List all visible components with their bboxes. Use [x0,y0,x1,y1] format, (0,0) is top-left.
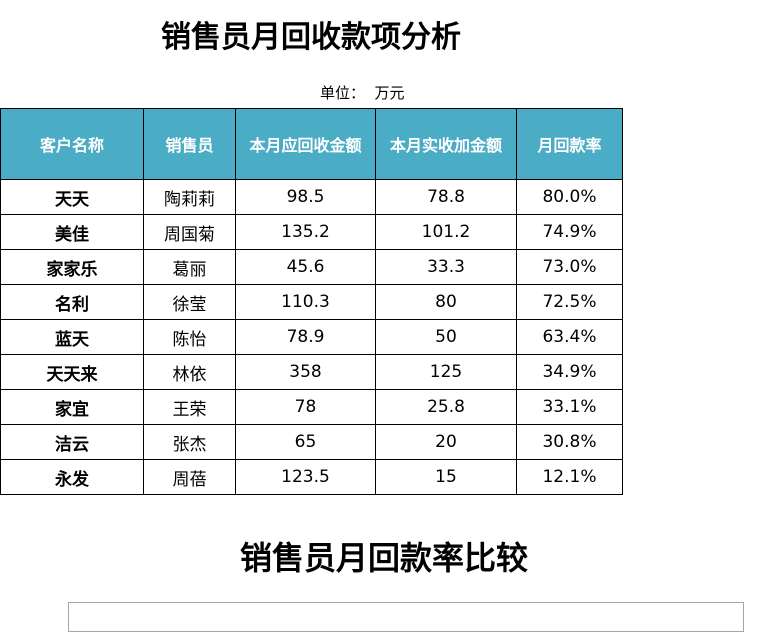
cell-rate[interactable]: 34.9% [516,354,623,390]
chart-area[interactable] [68,602,744,632]
cell-receivable[interactable]: 110.3 [235,284,376,320]
cell-customer[interactable]: 天天 [0,179,144,215]
table-row: 永发 周蓓 123.5 15 12.1% [0,459,623,495]
table-row: 洁云 张杰 65 20 30.8% [0,424,623,460]
cell-rate[interactable]: 12.1% [516,459,623,495]
cell-rate[interactable]: 63.4% [516,319,623,355]
cell-receivable[interactable]: 123.5 [235,459,376,495]
cell-receivable[interactable]: 358 [235,354,376,390]
cell-salesperson[interactable]: 张杰 [143,424,236,460]
cell-receivable[interactable]: 45.6 [235,249,376,285]
header-receivable-amount[interactable]: 本月应回收金额 [235,108,376,180]
cell-salesperson[interactable]: 王荣 [143,389,236,425]
chart-section-title: 销售员月回款率比较 [239,539,528,577]
cell-received[interactable]: 20 [375,424,517,460]
cell-rate[interactable]: 73.0% [516,249,623,285]
cell-salesperson[interactable]: 陈怡 [143,319,236,355]
cell-customer[interactable]: 永发 [0,459,144,495]
cell-received[interactable]: 78.8 [375,179,517,215]
cell-salesperson[interactable]: 周蓓 [143,459,236,495]
cell-customer[interactable]: 洁云 [0,424,144,460]
cell-rate[interactable]: 80.0% [516,179,623,215]
cell-customer[interactable]: 家家乐 [0,249,144,285]
cell-customer[interactable]: 天天来 [0,354,144,390]
cell-salesperson[interactable]: 陶莉莉 [143,179,236,215]
table-row: 家家乐 葛丽 45.6 33.3 73.0% [0,249,623,285]
table-row: 家宜 王荣 78 25.8 33.1% [0,389,623,425]
cell-receivable[interactable]: 98.5 [235,179,376,215]
cell-salesperson[interactable]: 周国菊 [143,214,236,250]
unit-label: 单位： 万元 [320,84,405,102]
cell-rate[interactable]: 33.1% [516,389,623,425]
table-header-row: 客户名称 销售员 本月应回收金额 本月实收加金额 月回款率 [0,108,623,180]
cell-received[interactable]: 125 [375,354,517,390]
cell-rate[interactable]: 74.9% [516,214,623,250]
cell-salesperson[interactable]: 林依 [143,354,236,390]
header-salesperson[interactable]: 销售员 [143,108,236,180]
cell-received[interactable]: 50 [375,319,517,355]
table-row: 美佳 周国菊 135.2 101.2 74.9% [0,214,623,250]
cell-received[interactable]: 15 [375,459,517,495]
cell-customer[interactable]: 家宜 [0,389,144,425]
table-row: 名利 徐莹 110.3 80 72.5% [0,284,623,320]
sheet-title: 销售员月回收款项分析 [161,20,461,55]
table-row: 蓝天 陈怡 78.9 50 63.4% [0,319,623,355]
cell-rate[interactable]: 72.5% [516,284,623,320]
cell-salesperson[interactable]: 葛丽 [143,249,236,285]
header-customer-name[interactable]: 客户名称 [0,108,144,180]
cell-customer[interactable]: 名利 [0,284,144,320]
cell-receivable[interactable]: 78.9 [235,319,376,355]
table-row: 天天 陶莉莉 98.5 78.8 80.0% [0,179,623,215]
cell-received[interactable]: 80 [375,284,517,320]
cell-received[interactable]: 33.3 [375,249,517,285]
cell-received[interactable]: 101.2 [375,214,517,250]
cell-customer[interactable]: 美佳 [0,214,144,250]
cell-customer[interactable]: 蓝天 [0,319,144,355]
cell-receivable[interactable]: 65 [235,424,376,460]
table-row: 天天来 林依 358 125 34.9% [0,354,623,390]
cell-rate[interactable]: 30.8% [516,424,623,460]
header-received-amount[interactable]: 本月实收加金额 [375,108,517,180]
header-collection-rate[interactable]: 月回款率 [516,108,623,180]
cell-salesperson[interactable]: 徐莹 [143,284,236,320]
cell-received[interactable]: 25.8 [375,389,517,425]
cell-receivable[interactable]: 135.2 [235,214,376,250]
cell-receivable[interactable]: 78 [235,389,376,425]
sales-table: 客户名称 销售员 本月应回收金额 本月实收加金额 月回款率 天天 陶莉莉 98.… [0,108,623,495]
